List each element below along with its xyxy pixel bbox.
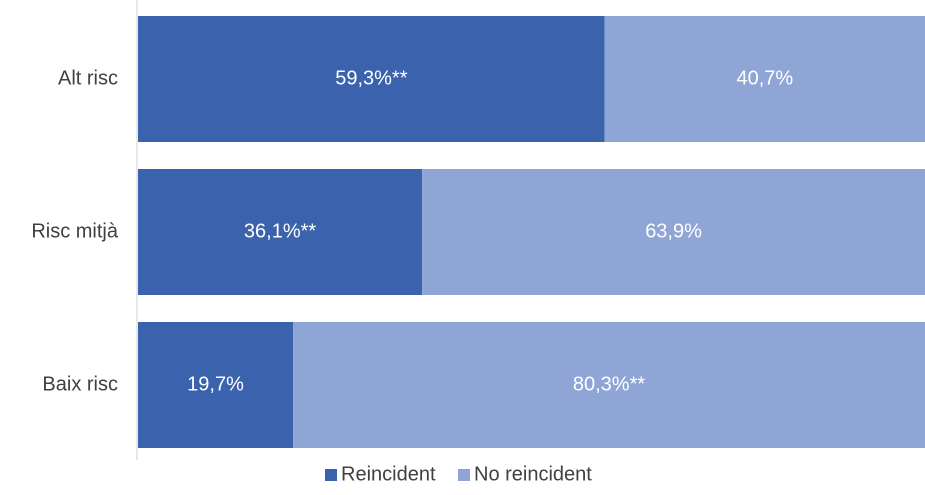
bar-segment[interactable] bbox=[422, 169, 925, 295]
data-label: 80,3%** bbox=[573, 373, 645, 395]
category-labels-group: Alt risc Risc mitjà Baix risc bbox=[31, 67, 119, 395]
category-label: Baix risc bbox=[42, 373, 118, 395]
data-label: 19,7% bbox=[187, 373, 244, 395]
legend[interactable]: Reincident No reincident bbox=[325, 463, 592, 485]
data-label: 59,3%** bbox=[335, 67, 407, 89]
data-label: 40,7% bbox=[736, 67, 793, 89]
bar-segment[interactable] bbox=[604, 16, 925, 142]
bars-group bbox=[138, 16, 925, 448]
bar-segment[interactable] bbox=[138, 322, 294, 448]
bar-segment[interactable] bbox=[293, 322, 925, 448]
data-labels-group: 59,3%** 40,7% 36,1%** 63,9% 19,7% 80,3%** bbox=[187, 67, 793, 395]
legend-entry[interactable]: Reincident bbox=[341, 463, 436, 485]
legend-swatch[interactable] bbox=[458, 469, 470, 481]
bar-segment[interactable] bbox=[138, 16, 605, 142]
legend-swatch[interactable] bbox=[325, 469, 337, 481]
legend-entry[interactable]: No reincident bbox=[474, 463, 592, 485]
category-label: Alt risc bbox=[58, 67, 118, 89]
bar-segment[interactable] bbox=[138, 169, 423, 295]
data-label: 63,9% bbox=[645, 220, 702, 242]
data-label: 36,1%** bbox=[244, 220, 316, 242]
category-label: Risc mitjà bbox=[31, 220, 119, 242]
